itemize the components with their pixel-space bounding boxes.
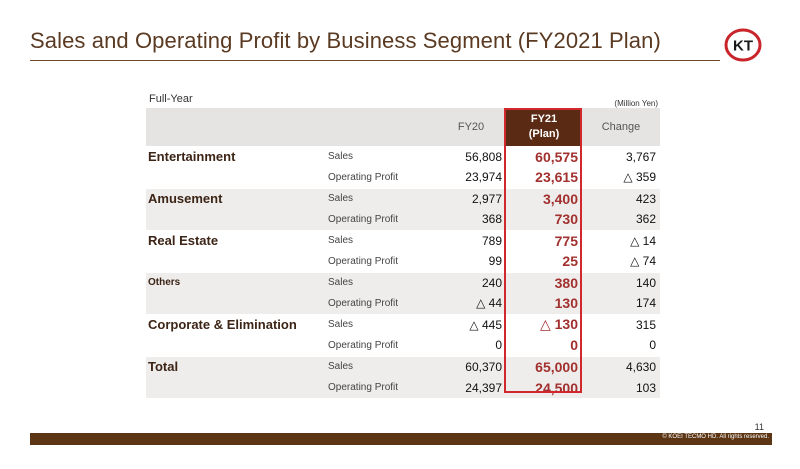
metric-label: Sales	[326, 229, 436, 251]
fy21-plan-value: 730	[506, 209, 582, 230]
segment-table-container: FY20 FY21 (Plan) Change Entertainment Sa…	[146, 108, 660, 398]
table-row: Amusement Sales 2,977 3,400 423	[146, 187, 660, 209]
table-row: Entertainment Sales 56,808 60,575 3,767	[146, 146, 660, 167]
metric-label: Operating Profit	[328, 171, 399, 183]
header-fy21-label: FY21	[530, 113, 558, 125]
change-value: △ 14	[582, 229, 660, 251]
metric-label: Sales	[326, 313, 436, 335]
segment-name-empty	[146, 293, 326, 314]
table-row: Operating Profit 99 25 △ 74	[146, 251, 660, 272]
metric-label: Sales	[326, 271, 436, 293]
table-row: Operating Profit 24,397 24,500 103	[146, 377, 660, 398]
header-blank-segment	[146, 108, 326, 146]
header-fy21-plan: FY21 (Plan)	[506, 108, 582, 146]
fy20-value: 240	[436, 271, 506, 293]
table-row: Corporate & Elimination Sales △ 445 △ 13…	[146, 313, 660, 335]
header-fy20: FY20	[436, 108, 506, 146]
fy21-plan-value: 60,575	[535, 148, 578, 165]
segment-table: FY20 FY21 (Plan) Change Entertainment Sa…	[146, 108, 660, 398]
unit-caption: (Million Yen)	[614, 99, 658, 108]
table-row: Operating Profit 368 730 362	[146, 209, 660, 230]
metric-label: Operating Profit	[328, 339, 399, 351]
header-blank-metric	[326, 108, 436, 146]
change-value: 362	[582, 209, 660, 230]
slide-title: Sales and Operating Profit by Business S…	[30, 28, 661, 53]
metric-label: Sales	[326, 187, 436, 209]
table-row: Total Sales 60,370 65,000 4,630	[146, 355, 660, 377]
fy20-value: △ 445	[436, 313, 506, 335]
fy21-plan-value: 775	[506, 229, 582, 251]
segment-name-empty	[146, 167, 326, 188]
title-divider	[30, 60, 720, 61]
segment-name-empty	[146, 251, 326, 272]
fy21-plan-value: 3,400	[506, 187, 582, 209]
fy20-value: 0	[495, 338, 502, 353]
logo-text: KT	[733, 38, 753, 55]
fy21-plan-value: △ 130	[506, 313, 582, 335]
change-value: 423	[582, 187, 660, 209]
segment-name-amusement: Amusement	[146, 187, 326, 209]
metric-label: Operating Profit	[326, 293, 436, 314]
change-value: 103	[582, 377, 660, 398]
segment-name-empty	[146, 209, 326, 230]
metric-label: Operating Profit	[326, 377, 436, 398]
change-value: △ 359	[623, 170, 656, 185]
change-value: 0	[649, 338, 656, 353]
page-number: 11	[754, 422, 764, 432]
fy20-value: 789	[436, 229, 506, 251]
header-plan-label: (Plan)	[528, 128, 560, 140]
table-row: Operating Profit △ 44 130 174	[146, 293, 660, 314]
metric-label: Sales	[328, 151, 354, 162]
footer-bar: © KOEI TECMO HD. All rights reserved.	[30, 433, 772, 445]
fy20-value: 23,974	[465, 170, 502, 185]
fy20-value: 368	[436, 209, 506, 230]
table-row: Operating Profit 0 0 0	[146, 335, 660, 356]
change-value: 4,630	[582, 355, 660, 377]
fy20-value: 24,397	[436, 377, 506, 398]
table-row: Operating Profit 23,974 23,615 △ 359	[146, 167, 660, 188]
fy21-plan-value: 65,000	[506, 355, 582, 377]
table-row: Real Estate Sales 789 775 △ 14	[146, 229, 660, 251]
fy20-value: 99	[488, 254, 502, 269]
header-change: Change	[582, 108, 660, 146]
change-value: 140	[582, 271, 660, 293]
fy21-plan-value: 0	[570, 337, 578, 354]
segment-name-empty	[146, 377, 326, 398]
fy20-value: △ 44	[436, 293, 506, 314]
change-value: 315	[582, 313, 660, 335]
segment-name-real-estate: Real Estate	[146, 229, 326, 251]
fy21-plan-value: 23,615	[535, 169, 578, 186]
fy21-plan-value: 130	[506, 293, 582, 314]
copyright-notice: © KOEI TECMO HD. All rights reserved.	[662, 434, 769, 440]
metric-label: Operating Profit	[326, 209, 436, 230]
segment-name-others: Others	[146, 271, 326, 293]
fy21-plan-value: 380	[506, 271, 582, 293]
koei-tecmo-logo: KT	[724, 28, 762, 62]
fy20-value: 60,370	[436, 355, 506, 377]
fy21-plan-value: 24,500	[506, 377, 582, 398]
segment-name-corporate-elimination: Corporate & Elimination	[146, 313, 326, 335]
segment-name-empty	[146, 335, 326, 356]
change-value: △ 74	[630, 254, 656, 269]
table-header-row: FY20 FY21 (Plan) Change	[146, 108, 660, 146]
change-value: 174	[582, 293, 660, 314]
metric-label: Operating Profit	[328, 255, 399, 267]
metric-label: Sales	[326, 355, 436, 377]
fy20-value: 2,977	[436, 187, 506, 209]
table-row: Others Sales 240 380 140	[146, 271, 660, 293]
segment-name-entertainment: Entertainment	[148, 149, 236, 164]
change-value: 3,767	[625, 149, 656, 164]
fy20-value: 56,808	[465, 149, 502, 164]
fy21-plan-value: 25	[562, 253, 578, 270]
period-caption: Full-Year	[149, 93, 193, 105]
segment-name-total: Total	[146, 355, 326, 377]
